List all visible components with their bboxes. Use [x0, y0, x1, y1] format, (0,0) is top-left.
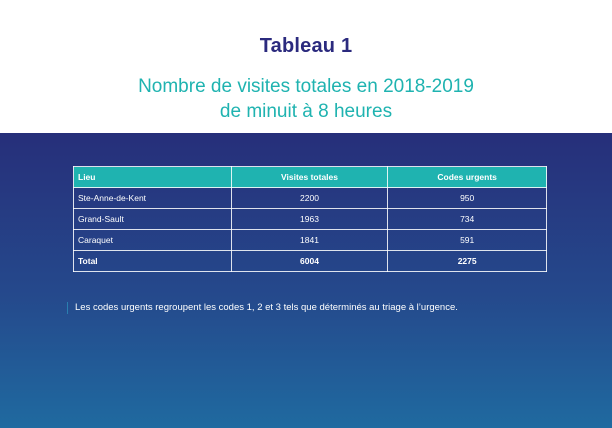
subtitle-line-2: de minuit à 8 heures: [219, 101, 393, 122]
footnote: Les codes urgents regroupent les codes 1…: [67, 302, 535, 314]
page-subtitle: Nombre de visites totales en 2018-2019 d…: [0, 74, 612, 124]
cell-visites: 1841: [230, 229, 389, 251]
content-panel: Lieu Visites totales Codes urgents Ste-A…: [0, 133, 612, 428]
cell-visites: 1963: [230, 208, 389, 230]
cell-lieu: Grand-Sault: [73, 208, 232, 230]
cell-lieu: Ste-Anne-de-Kent: [73, 187, 232, 209]
column-header-codes: Codes urgents: [387, 166, 547, 188]
visits-table: Lieu Visites totales Codes urgents Ste-A…: [73, 166, 547, 272]
cell-total-codes: 2275: [387, 250, 547, 272]
subtitle-line-1: Nombre de visites totales en 2018-2019: [138, 76, 474, 97]
page-title: Tableau 1: [259, 35, 353, 57]
cell-visites: 2200: [230, 187, 389, 209]
cell-codes: 591: [387, 229, 547, 251]
cell-total-visites: 6004: [230, 250, 389, 272]
table-row: Ste-Anne-de-Kent 2200 950: [73, 187, 547, 209]
cell-codes: 950: [387, 187, 547, 209]
column-header-lieu: Lieu: [73, 166, 232, 188]
column-header-visites: Visites totales: [230, 166, 389, 188]
table-header-row: Lieu Visites totales Codes urgents: [73, 166, 547, 188]
table-total-row: Total 6004 2275: [73, 250, 547, 272]
cell-total-label: Total: [73, 250, 232, 272]
table-row: Grand-Sault 1963 734: [73, 208, 547, 230]
cell-codes: 734: [387, 208, 547, 230]
header-area: Tableau 1 Nombre de visites totales en 2…: [0, 0, 612, 133]
cell-lieu: Caraquet: [73, 229, 232, 251]
table-row: Caraquet 1841 591: [73, 229, 547, 251]
